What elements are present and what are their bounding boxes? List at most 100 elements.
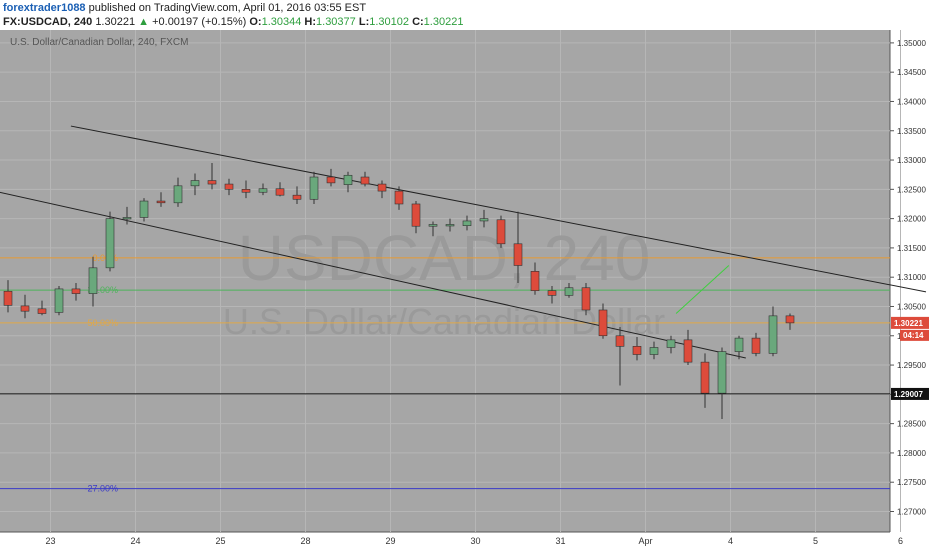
candle [377,180,387,199]
candle-body [768,315,778,354]
price-tick-label: 1.35000 [897,39,926,48]
time-tick-label: 24 [130,536,140,546]
time-tick-label: 4 [728,536,733,546]
price-tick-label: 1.28000 [897,449,926,458]
trendline [675,265,730,314]
candle-body [309,176,319,200]
candle [292,186,302,204]
plot-area[interactable] [0,30,890,532]
price-tick-label: 1.31000 [897,273,926,282]
candle-body [751,337,761,354]
candle [394,186,404,210]
candle [530,262,540,295]
candle-body [122,217,132,220]
candle-body [105,218,115,269]
price-tick-label: 1.29500 [897,361,926,370]
time-tick-label: Apr [638,536,652,546]
chart-title: U.S. Dollar/Canadian Dollar, 240, FXCM [10,37,188,48]
ohlc-line: FX:USDCAD, 240 1.30221 ▲ +0.00197 (+0.15… [3,15,463,29]
chart-header: forextrader1088 published on TradingView… [0,0,932,30]
close-value: 1.30221 [423,16,464,28]
grid-lines [0,30,901,532]
price-axis[interactable] [890,30,932,550]
candle-body [666,339,676,348]
candle-body [649,347,659,355]
open-label: O: [249,16,262,28]
candle-body [173,185,183,204]
price-chart[interactable]: USDCAD, 240 U.S. Dollar/Canadian Dollar … [0,30,932,550]
candle [139,198,149,222]
candle-body [547,290,557,296]
candle [768,306,778,357]
candle [751,332,761,357]
time-axis[interactable] [0,532,932,550]
candle-body [377,183,387,192]
candle-body [20,305,30,312]
fib-level-label: -27.00% [84,484,118,494]
trendlines [0,125,927,359]
chart-frame: USDCAD, 240 U.S. Dollar/Canadian Dollar … [0,30,932,550]
time-tick-label: 30 [470,536,480,546]
close-label: C: [412,16,424,28]
time-axis-labels: 23 24 25 28 29 30 31 Apr 4 5 6 [45,536,903,546]
price-tick-label: 1.34500 [897,68,926,77]
price-tick-label: 1.27000 [897,507,926,516]
candle [479,209,489,228]
candle-body [632,346,642,355]
candle [564,283,574,298]
candle-body [734,337,744,352]
candle [258,183,268,196]
candle [207,162,217,190]
candle-body [207,180,217,185]
high-label: H: [304,16,317,28]
candle-body [581,287,591,311]
price-tick-label: 1.33500 [897,127,926,136]
price-tick-label: 1.33000 [897,156,926,165]
candles [3,162,795,419]
candle [122,206,132,225]
candle-body [3,290,13,306]
candle-body [717,351,727,394]
candle-body [292,194,302,200]
candle [224,178,234,196]
candle-body [88,267,98,294]
candle-body [479,218,489,222]
up-arrow-icon: ▲ [138,16,150,28]
candle [649,341,659,360]
time-tick-label: 29 [385,536,395,546]
time-tick-label: 5 [813,536,818,546]
candle [445,218,455,232]
fib-level-label: 0.00% [92,253,118,263]
candle [241,180,251,199]
price-tick-label: 1.32500 [897,185,926,194]
candle-body [326,176,336,184]
last-price-tag [891,316,929,329]
candle [71,283,81,301]
symbol-interval: FX:USDCAD, 240 [3,16,93,28]
fib-level-label: 38.00% [87,285,118,295]
published-text: published on TradingView.com, April 01, … [88,2,367,14]
candle [462,215,472,231]
candle-body [428,224,438,227]
open-value: 1.30344 [261,16,302,28]
watermark-name: U.S. Dollar/Canadian Dollar [223,301,665,342]
last-price: 1.30221 [95,16,136,28]
candle-body [394,190,404,205]
candle [54,285,64,316]
candle [309,171,319,204]
candle [37,300,47,316]
candle-body [275,188,285,196]
candle-body [462,220,472,226]
low-value: 1.30102 [369,16,409,28]
candle [360,171,370,187]
candle-body [71,288,81,294]
candle [615,326,625,386]
price-tick-label: 1.32000 [897,215,926,224]
author-link[interactable]: forextrader1088 [3,2,86,14]
candle-body [156,200,166,204]
price-tick-label: 1.34000 [897,97,926,106]
price-tick-label: 1.30500 [897,302,926,311]
price-tick-label: 1.27500 [897,478,926,487]
line-price-tag [891,387,929,400]
candle [105,211,115,272]
